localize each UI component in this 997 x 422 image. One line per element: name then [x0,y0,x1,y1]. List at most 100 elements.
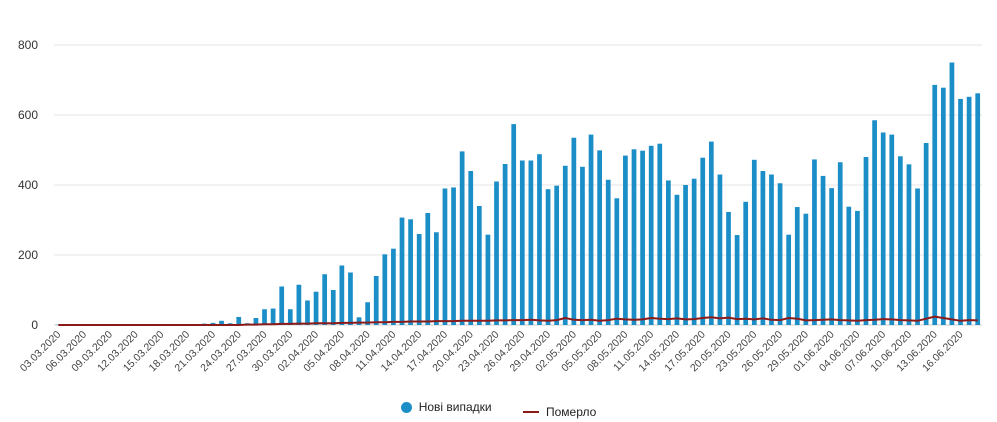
bar[interactable] [322,274,328,325]
deaths-line[interactable] [58,315,978,326]
y-axis: 0 200 400 600 800 [18,38,38,332]
bar[interactable] [674,194,680,325]
bar[interactable] [494,181,499,326]
bar[interactable] [605,179,611,325]
y-tick-label: 400 [18,178,38,192]
bars-series [55,62,981,326]
bar[interactable] [880,132,886,326]
bar[interactable] [451,187,456,325]
bar[interactable] [408,219,413,325]
bar[interactable] [580,166,585,325]
grid-lines [54,44,982,326]
bar[interactable] [949,62,955,326]
bar[interactable] [657,143,663,325]
bar[interactable] [442,188,448,326]
bar[interactable] [537,154,542,325]
bar[interactable] [399,217,405,325]
bar[interactable] [391,248,396,325]
bar[interactable] [339,265,345,326]
bar[interactable] [210,322,216,325]
bar[interactable] [958,98,963,326]
bar[interactable] [940,87,946,325]
legend: Нові випадки Померло [0,400,997,419]
bar[interactable] [923,143,929,325]
bar[interactable] [855,210,860,325]
bar[interactable] [236,316,242,325]
bar[interactable] [262,309,267,325]
bar[interactable] [734,235,740,325]
bar[interactable] [777,183,783,325]
bar[interactable] [270,308,276,325]
bar[interactable] [305,300,310,326]
legend-item-deaths[interactable]: Померло [522,405,596,419]
bar[interactable] [975,93,981,325]
bar[interactable] [365,302,370,325]
bar[interactable] [932,84,938,326]
bar[interactable] [511,124,517,325]
bar[interactable] [382,254,388,325]
bar[interactable] [829,188,834,325]
bar[interactable] [820,175,826,325]
bar[interactable] [717,174,723,326]
legend-item-new-cases[interactable]: Нові випадки [400,400,492,414]
bar[interactable] [219,320,224,325]
bar[interactable] [889,134,895,325]
bar[interactable] [459,151,465,325]
bar[interactable] [872,120,877,325]
bar[interactable] [287,309,293,325]
bar[interactable] [760,171,766,325]
bar[interactable] [623,155,628,325]
bar[interactable] [279,286,285,326]
bar[interactable] [863,157,869,325]
bar[interactable] [898,156,903,325]
bar[interactable] [468,171,474,325]
bar[interactable] [906,164,912,325]
bar[interactable] [631,149,637,325]
bar[interactable] [751,159,757,325]
bar[interactable] [683,185,688,325]
line-series [58,315,978,326]
bar[interactable] [837,162,843,325]
bar[interactable] [545,189,551,325]
bar[interactable] [348,272,353,326]
bar[interactable] [296,284,302,325]
bar[interactable] [373,276,379,325]
bar[interactable] [356,317,362,325]
x-axis: 03.03.202006.03.202009.03.202012.03.2020… [18,329,966,375]
bar[interactable] [691,178,697,325]
bar[interactable] [743,201,749,325]
bar[interactable] [786,234,792,325]
bar[interactable] [562,165,568,325]
bar[interactable] [416,234,422,325]
bar[interactable] [571,137,577,325]
bar[interactable] [554,185,560,325]
bar[interactable] [915,188,920,326]
bar[interactable] [708,141,714,325]
bar[interactable] [502,164,508,325]
bar[interactable] [588,134,594,325]
bar[interactable] [794,207,800,325]
bar[interactable] [803,213,809,325]
bar[interactable] [425,213,431,325]
bar[interactable] [640,150,645,325]
bar[interactable] [485,234,491,325]
bar[interactable] [700,157,706,325]
legend-label-new-cases: Нові випадки [418,400,492,414]
bar[interactable] [313,291,319,325]
legend-marker-new-cases [400,401,412,413]
bar[interactable] [846,206,852,325]
bar[interactable] [666,180,671,325]
bar[interactable] [812,159,817,325]
bar[interactable] [476,206,482,325]
bar[interactable] [519,160,525,326]
bar[interactable] [330,290,336,325]
bar[interactable] [648,145,654,325]
bar[interactable] [597,150,602,325]
bar[interactable] [434,232,439,325]
bar[interactable] [769,174,774,326]
bar[interactable] [253,318,259,325]
bar[interactable] [528,160,534,326]
bar[interactable] [726,211,731,325]
bar[interactable] [966,96,972,325]
bar[interactable] [614,198,620,325]
